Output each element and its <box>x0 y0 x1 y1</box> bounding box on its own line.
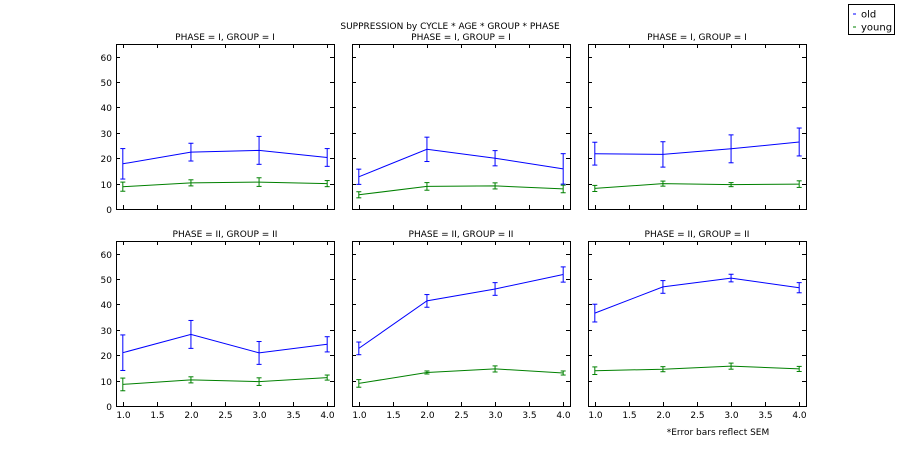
x-tick-label: 2.5 <box>690 411 704 421</box>
series-line-young <box>122 181 328 188</box>
legend-box <box>848 4 895 35</box>
footnote: *Error bars reflect SEM <box>667 428 770 438</box>
y-tick-label: 30 <box>101 327 113 337</box>
panel-3: PHASE = I, GROUP = I <box>588 33 807 210</box>
x-tick-label: 1.0 <box>588 411 603 421</box>
x-tick-label: 3.5 <box>286 411 300 421</box>
panel-title: PHASE = I, GROUP = I <box>647 33 747 43</box>
plot-frame <box>352 44 571 210</box>
panel-title: PHASE = II, GROUP = II <box>173 230 278 240</box>
series-line-young <box>122 377 328 385</box>
x-tick-label: 3.0 <box>724 411 739 421</box>
x-tick-label: 4.0 <box>792 411 807 421</box>
x-tick-label: 4.0 <box>320 411 335 421</box>
series-line-old <box>358 274 564 349</box>
y-tick-label: 30 <box>101 130 113 140</box>
x-tick-label: 2.5 <box>454 411 468 421</box>
series-line-old <box>358 148 564 178</box>
x-tick-label: 3.5 <box>522 411 536 421</box>
panel-title: PHASE = II, GROUP = II <box>645 230 750 240</box>
y-tick-label: 60 <box>101 54 113 64</box>
series-line-young <box>358 185 564 196</box>
x-tick-label: 3.0 <box>252 411 267 421</box>
series-line-young <box>594 365 800 372</box>
x-tick-label: 3.0 <box>488 411 503 421</box>
panel-6: PHASE = II, GROUP = II 1.0 1.5 2.0 2.5 3.0 3.5… <box>588 230 807 421</box>
series-line-old <box>594 277 800 314</box>
plot-frame <box>116 241 335 407</box>
y-tick-label: 0 <box>106 206 112 216</box>
series-line-young <box>358 368 564 384</box>
y-tick-label: 10 <box>101 378 113 388</box>
series-line-young <box>594 183 800 189</box>
x-tick-label: 4.0 <box>556 411 571 421</box>
legend-label-young: young <box>861 23 892 34</box>
series-line-old <box>122 149 328 165</box>
y-tick-label: 50 <box>101 79 113 89</box>
figure-title: SUPPRESSION by CYCLE * AGE * GROUP * PHA… <box>340 22 560 32</box>
panel-title: PHASE = II, GROUP = II <box>409 230 514 240</box>
x-tick-label: 1.5 <box>386 411 400 421</box>
panel-title: PHASE = I, GROUP = I <box>175 33 275 43</box>
x-tick-label: 2.0 <box>420 411 435 421</box>
y-tick-label: 20 <box>101 155 113 165</box>
x-tick-label: 3.5 <box>758 411 772 421</box>
y-tick-label: 40 <box>101 104 113 114</box>
x-tick-label: 1.5 <box>622 411 636 421</box>
x-tick-label: 1.5 <box>150 411 164 421</box>
y-tick-label: 10 <box>101 181 113 191</box>
panel-5: PHASE = II, GROUP = II 1.0 1.5 2.0 2.5 3.0 3.5… <box>352 230 571 421</box>
legend: old young <box>848 4 895 35</box>
panel-4: PHASE = II, GROUP = II 0 10 20 30 40 50 60 1.0 1.… <box>101 230 335 421</box>
legend-label-old: old <box>861 10 876 21</box>
x-tick-label: 1.0 <box>116 411 131 421</box>
panel-2: PHASE = I, GROUP = I <box>352 33 571 210</box>
x-tick-label: 2.5 <box>218 411 232 421</box>
y-tick-label: 40 <box>101 301 113 311</box>
x-tick-label: 2.0 <box>656 411 671 421</box>
y-tick-label: 0 <box>106 403 112 413</box>
x-tick-label: 1.0 <box>352 411 367 421</box>
y-tick-label: 20 <box>101 352 113 362</box>
plot-frame <box>352 241 571 407</box>
panel-title: PHASE = I, GROUP = I <box>411 33 511 43</box>
series-line-old <box>594 141 800 155</box>
y-tick-label: 50 <box>101 276 113 286</box>
x-tick-label: 2.0 <box>184 411 199 421</box>
panel-1: PHASE = I, GROUP = I 0 10 20 30 40 50 60 <box>101 33 335 216</box>
plot-frame <box>588 241 807 407</box>
y-tick-label: 60 <box>101 251 113 261</box>
series-line-old <box>122 333 328 354</box>
